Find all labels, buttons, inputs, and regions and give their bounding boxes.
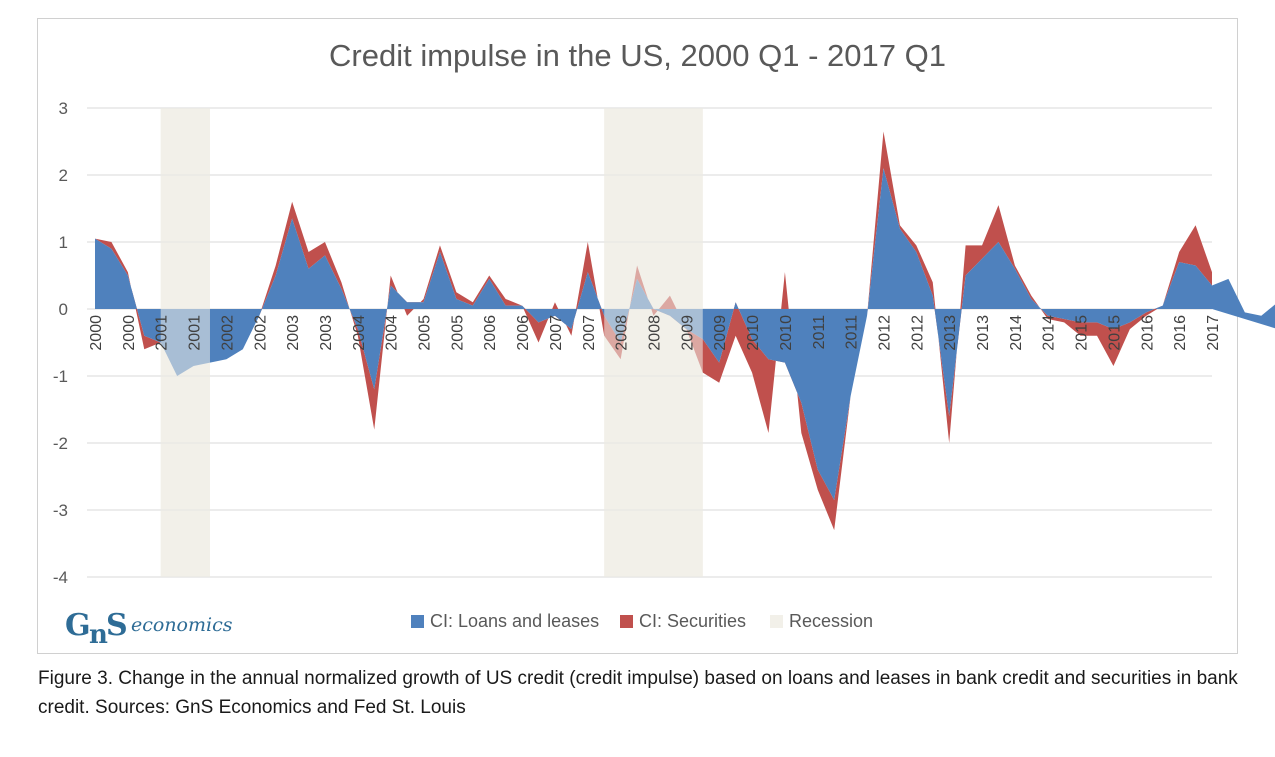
x-tick-label: 2017 [1205, 315, 1222, 351]
svg-text:G: G [65, 608, 91, 643]
y-tick-labels: 3 2 1 0 -1 -2 -3 -4 [53, 99, 68, 587]
x-tick-label: 2006 [482, 315, 499, 351]
x-tick-label: 2003 [285, 315, 302, 351]
legend-swatch-securities [620, 615, 633, 628]
legend-swatch-loans [411, 615, 424, 628]
x-tick-label: 2015 [1106, 315, 1123, 351]
legend-label-securities: CI: Securities [639, 611, 747, 631]
area-layer [95, 108, 1275, 577]
x-tick-label: 2001 [187, 315, 204, 351]
x-tick-label: 2008 [647, 315, 664, 351]
legend-label-recession: Recession [789, 611, 874, 631]
x-tick-label: 2003 [318, 315, 335, 351]
gns-economics-logo: G n S economics [65, 608, 233, 650]
legend-item-recession: Recession [770, 611, 873, 632]
x-tick-label: 2012 [876, 315, 893, 351]
x-tick-labels: 2000 2000 2001 2001 2002 2002 2003 2003 2004 2004… [88, 315, 1222, 351]
y-tick-label: 3 [59, 99, 68, 118]
x-tick-label: 2009 [679, 315, 696, 351]
svg-text:n: n [89, 620, 108, 650]
x-tick-label: 2010 [745, 315, 762, 351]
x-tick-label: 2016 [1172, 315, 1189, 351]
x-tick-label: 2011 [844, 315, 861, 350]
x-tick-label: 2002 [219, 315, 236, 351]
svg-text:economics: economics [131, 614, 233, 636]
recession-overlay-1 [160, 108, 210, 577]
x-tick-label: 2013 [975, 315, 992, 351]
x-tick-label: 2007 [548, 315, 565, 351]
y-tick-label: 1 [59, 233, 68, 252]
x-tick-label: 2008 [614, 315, 631, 351]
x-tick-label: 2002 [252, 315, 269, 351]
y-tick-label: -4 [53, 568, 68, 587]
legend-item-loans: CI: Loans and leases [411, 611, 599, 632]
legend-label-loans: CI: Loans and leases [430, 611, 600, 631]
x-tick-label: 2014 [1008, 315, 1025, 351]
x-tick-label: 2014 [1041, 315, 1058, 351]
legend-item-securities: CI: Securities [620, 611, 746, 632]
x-tick-label: 2012 [909, 315, 926, 351]
x-tick-label: 2004 [351, 315, 368, 351]
legend-swatch-recession [770, 615, 783, 628]
recession-overlay-2 [604, 108, 703, 577]
x-tick-label: 2005 [449, 315, 466, 351]
chart-title: Credit impulse in the US, 2000 Q1 - 2017… [329, 38, 946, 73]
y-tick-label: -3 [53, 501, 68, 520]
x-tick-label: 2005 [417, 315, 434, 351]
x-tick-label: 2016 [1139, 315, 1156, 351]
x-tick-label: 2004 [384, 315, 401, 351]
x-tick-label: 2001 [154, 315, 171, 351]
x-tick-label: 2007 [581, 315, 598, 351]
y-tick-label: 0 [59, 300, 68, 319]
figure-caption: Figure 3. Change in the annual normalize… [38, 668, 1238, 718]
x-tick-label: 2015 [1074, 315, 1091, 351]
x-tick-label: 2006 [515, 315, 532, 351]
y-tick-label: -1 [53, 367, 68, 386]
x-tick-label: 2000 [88, 315, 105, 351]
y-tick-label: -2 [53, 434, 68, 453]
y-tick-label: 2 [59, 166, 68, 185]
x-tick-label: 2000 [121, 315, 138, 351]
x-tick-label: 2011 [811, 315, 828, 350]
x-tick-label: 2009 [712, 315, 729, 351]
x-tick-label: 2010 [778, 315, 795, 351]
x-tick-label: 2013 [942, 315, 959, 351]
svg-text:S: S [106, 608, 128, 643]
